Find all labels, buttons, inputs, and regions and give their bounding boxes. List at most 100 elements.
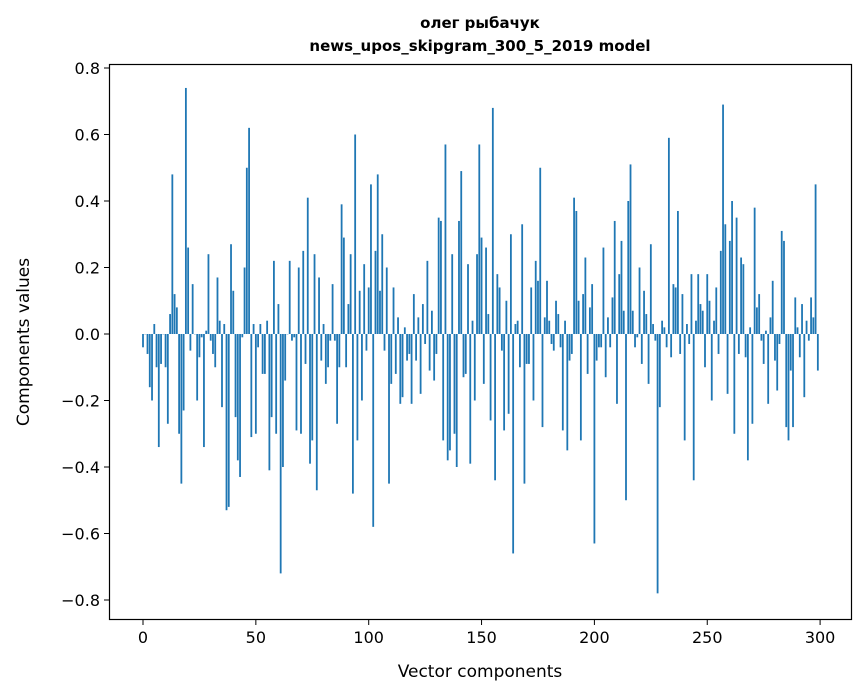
bar — [758, 294, 760, 334]
bar — [257, 334, 259, 347]
bar — [695, 321, 697, 334]
bar — [465, 334, 467, 374]
bar — [366, 334, 368, 351]
bar — [397, 317, 399, 334]
bar — [530, 287, 532, 334]
bar — [415, 334, 417, 361]
bar — [440, 221, 442, 334]
bar — [210, 334, 212, 341]
bar — [406, 334, 408, 361]
bar — [636, 334, 638, 337]
bar — [357, 334, 359, 440]
bar — [329, 334, 331, 341]
bar — [149, 334, 151, 387]
bar — [770, 317, 772, 334]
bar — [158, 334, 160, 447]
bar — [742, 264, 744, 334]
bar — [548, 321, 550, 334]
bar — [607, 317, 609, 334]
bar — [754, 208, 756, 334]
bar — [508, 334, 510, 414]
bar — [469, 334, 471, 464]
bar — [478, 144, 480, 334]
bar — [670, 334, 672, 357]
bar — [381, 234, 383, 334]
bar — [338, 334, 340, 367]
bar — [729, 241, 731, 334]
bar — [765, 331, 767, 334]
bar — [426, 261, 428, 334]
bar — [201, 334, 203, 337]
bar — [499, 287, 501, 334]
bar — [539, 168, 541, 334]
bar — [424, 334, 426, 344]
x-axis-label: Vector components — [398, 662, 563, 682]
bar — [580, 334, 582, 440]
bar — [307, 198, 309, 334]
bar — [187, 248, 189, 334]
bar — [657, 334, 659, 593]
bar — [171, 174, 173, 334]
bar — [747, 334, 749, 460]
bar — [363, 264, 365, 334]
bar — [259, 324, 261, 334]
bar — [542, 334, 544, 427]
bar — [677, 211, 679, 334]
bar — [327, 334, 329, 367]
plot-frame — [110, 65, 852, 620]
bar — [316, 334, 318, 490]
bar — [271, 334, 273, 417]
bar — [384, 334, 386, 351]
bar — [388, 334, 390, 484]
bar — [815, 184, 817, 334]
bar — [803, 334, 805, 397]
bar — [408, 334, 410, 354]
y-tick-label: 0.0 — [75, 325, 100, 344]
bar — [693, 334, 695, 480]
bar — [241, 334, 243, 337]
bar — [596, 334, 598, 361]
bar — [515, 324, 517, 334]
bar — [553, 334, 555, 351]
bar — [609, 334, 611, 347]
bar — [474, 334, 476, 401]
bar — [524, 334, 526, 484]
bar — [569, 334, 571, 361]
bar — [318, 277, 320, 334]
bar — [189, 334, 191, 351]
bar — [797, 327, 799, 334]
bar — [262, 334, 264, 374]
bar — [255, 334, 257, 434]
bar — [715, 287, 717, 334]
y-axis-label: Components values — [14, 258, 34, 426]
bar — [668, 138, 670, 334]
bar — [431, 311, 433, 334]
bar — [733, 334, 735, 434]
bar — [709, 301, 711, 334]
bar — [706, 274, 708, 334]
bar — [496, 274, 498, 334]
bar — [564, 321, 566, 334]
bar — [347, 304, 349, 334]
bar — [314, 254, 316, 334]
bar — [618, 274, 620, 334]
bar — [573, 198, 575, 334]
bar — [600, 334, 602, 347]
bar — [704, 334, 706, 367]
bar — [219, 321, 221, 334]
bar — [562, 334, 564, 430]
bar — [720, 251, 722, 334]
bar — [359, 291, 361, 334]
bar — [589, 307, 591, 334]
bar — [533, 334, 535, 401]
bar — [526, 334, 528, 364]
bar — [639, 268, 641, 335]
bar — [192, 284, 194, 334]
bar — [627, 201, 629, 334]
bar — [555, 301, 557, 334]
bar — [767, 334, 769, 404]
bar — [783, 241, 785, 334]
bar — [654, 334, 656, 341]
bar — [557, 314, 559, 334]
bar — [372, 334, 374, 527]
